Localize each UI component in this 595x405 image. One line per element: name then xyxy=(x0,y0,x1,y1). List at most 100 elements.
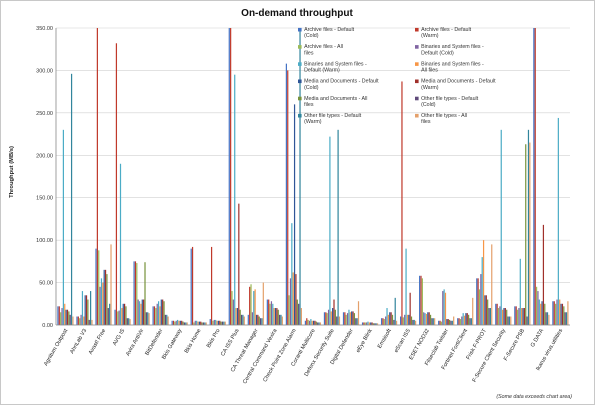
legend-swatch xyxy=(298,96,302,101)
bar xyxy=(563,306,565,325)
bar xyxy=(72,316,74,325)
bar xyxy=(461,316,463,325)
bar xyxy=(502,309,504,325)
bar xyxy=(106,274,108,325)
bar xyxy=(541,301,543,325)
bar xyxy=(232,299,234,325)
bar xyxy=(469,318,471,325)
bar xyxy=(307,319,309,325)
bar xyxy=(334,309,336,325)
bar xyxy=(352,311,354,325)
bar xyxy=(480,274,482,325)
bar xyxy=(157,301,160,325)
bar xyxy=(559,299,561,325)
bar xyxy=(156,303,158,325)
bar xyxy=(119,163,122,325)
legend-swatch xyxy=(298,79,302,84)
bar xyxy=(478,289,481,325)
bar xyxy=(224,321,226,325)
bar xyxy=(133,261,135,325)
bar xyxy=(349,312,351,325)
bar xyxy=(318,322,320,325)
bar xyxy=(496,303,498,325)
bar xyxy=(280,314,282,325)
bar xyxy=(507,316,509,325)
bar xyxy=(432,318,434,325)
bar xyxy=(236,308,239,325)
bar xyxy=(249,286,251,325)
bar xyxy=(406,314,409,325)
bar xyxy=(262,282,264,325)
bar xyxy=(88,319,90,325)
bar xyxy=(95,248,97,325)
bar xyxy=(489,308,491,325)
bar xyxy=(79,318,81,325)
bar xyxy=(395,320,398,325)
bar xyxy=(292,272,294,325)
bar xyxy=(390,312,392,325)
bar xyxy=(103,269,105,325)
bar xyxy=(296,299,298,325)
bar xyxy=(99,286,101,325)
bar xyxy=(162,299,164,325)
bar xyxy=(134,261,137,325)
bar xyxy=(240,314,243,325)
bar xyxy=(506,309,508,325)
bar xyxy=(546,312,549,325)
bar xyxy=(420,275,422,325)
bar xyxy=(401,81,403,326)
bar xyxy=(425,313,428,325)
bar xyxy=(439,320,441,325)
bar xyxy=(346,313,349,325)
bar xyxy=(147,312,149,325)
legend-label: Media and Documents - Default (Warm) xyxy=(421,79,496,91)
bar xyxy=(405,248,407,325)
bar xyxy=(337,129,339,325)
bar xyxy=(83,316,85,325)
bar xyxy=(363,322,365,325)
bar xyxy=(451,320,453,325)
bar xyxy=(419,275,421,325)
bar xyxy=(69,314,71,325)
y-tick-label: 100.00 xyxy=(36,238,53,244)
bar xyxy=(204,322,206,325)
bar xyxy=(344,312,346,325)
bar xyxy=(488,308,490,325)
bar xyxy=(564,312,566,325)
bar xyxy=(91,319,93,325)
bar xyxy=(317,322,319,325)
bar xyxy=(393,319,395,325)
bar xyxy=(277,309,279,325)
bar xyxy=(174,321,176,325)
bar xyxy=(386,308,388,325)
bar xyxy=(542,224,545,325)
bar xyxy=(342,312,345,325)
bar xyxy=(291,223,293,325)
bar xyxy=(238,203,240,325)
legend-label: Other file types - Default (Warm) xyxy=(304,113,362,125)
bar xyxy=(487,299,489,325)
bar xyxy=(254,289,256,325)
bar xyxy=(148,313,150,325)
bar xyxy=(503,308,505,325)
bar xyxy=(60,312,62,325)
bar xyxy=(383,319,385,325)
bar xyxy=(327,309,330,325)
bar xyxy=(453,316,455,325)
bar xyxy=(519,258,521,325)
bar xyxy=(533,28,535,325)
legend-label: Binaries and System files -All files xyxy=(421,61,484,73)
y-axis-title: Throughput (MB/s) xyxy=(9,146,15,198)
bar xyxy=(172,320,175,325)
bar xyxy=(193,322,195,325)
bar xyxy=(300,308,302,325)
bar xyxy=(98,250,100,325)
bar xyxy=(140,303,142,325)
bar xyxy=(306,318,308,325)
bar xyxy=(171,320,173,325)
bar xyxy=(368,322,370,325)
bar xyxy=(289,278,292,325)
bar xyxy=(182,321,184,325)
